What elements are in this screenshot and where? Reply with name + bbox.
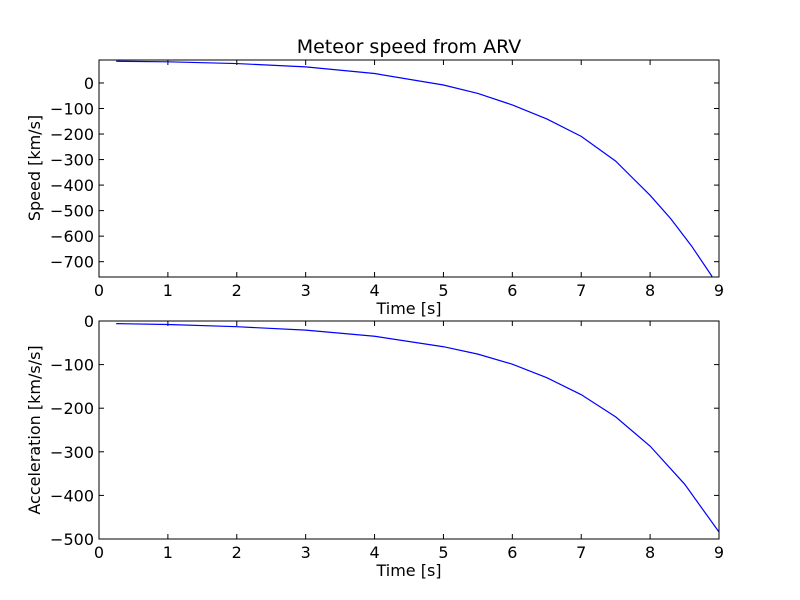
speed-y-tick-label: −400 [50,176,94,195]
speed-y-tick-label: −300 [50,151,94,170]
acceleration-y-tick-label: −100 [50,356,94,375]
speed-y-axis-label: Speed [km/s] [25,115,44,221]
speed-y-tick-label: −100 [50,100,94,119]
acceleration-y-axis-label: Acceleration [km/s/s] [25,345,44,514]
speed-x-tick-label: 3 [301,281,311,300]
acceleration-y-tick-label: 0 [84,312,94,331]
acceleration-ticks: 0 1 2 3 4 5 6 7 8 9 0 −100 −200 −300 −400 −500 [50,312,724,562]
acceleration-y-tick-label: −300 [50,443,94,462]
speed-x-tick-label: 7 [576,281,586,300]
acceleration-series-line [116,323,720,533]
speed-x-axis-label: Time [s] [375,299,441,318]
acceleration-x-tick-label: 5 [438,543,448,562]
speed-y-tick-label: −500 [50,202,94,221]
speed-ticks: 0 1 2 3 4 5 6 7 8 9 0 −100 −200 −300 −400 −500 −600 −700 [50,60,724,300]
acceleration-x-tick-label: 1 [163,543,173,562]
speed-y-tick-label: −200 [50,125,94,144]
acceleration-x-axis-label: Time [s] [375,561,441,580]
acceleration-x-tick-label: 8 [645,543,655,562]
speed-y-tick-label: 0 [84,74,94,93]
speed-axes-frame [98,59,720,278]
acceleration-y-tick-label: −400 [50,486,94,505]
speed-x-tick-label: 9 [714,281,724,300]
speed-x-tick-label: 5 [438,281,448,300]
acceleration-plot: 0 1 2 3 4 5 6 7 8 9 0 −100 −200 −300 −400 −500 Time [s]… [25,312,724,580]
acceleration-x-tick-label: 7 [576,543,586,562]
speed-x-tick-label: 6 [507,281,517,300]
acceleration-x-tick-label: 4 [369,543,379,562]
speed-x-tick-label: 8 [645,281,655,300]
speed-y-tick-label: −600 [50,227,94,246]
speed-x-tick-label: 1 [163,281,173,300]
acceleration-x-tick-label: 2 [232,543,242,562]
acceleration-x-tick-label: 3 [301,543,311,562]
speed-x-tick-label: 4 [369,281,379,300]
acceleration-x-tick-label: 0 [94,543,104,562]
speed-y-tick-label: −700 [50,253,94,272]
speed-x-tick-label: 2 [232,281,242,300]
acceleration-x-tick-label: 6 [507,543,517,562]
speed-plot: Meteor speed from ARV 0 1 2 3 4 5 6 7 8 9 0 −100 −20… [25,36,724,318]
acceleration-x-tick-label: 9 [714,543,724,562]
chart-title: Meteor speed from ARV [297,36,522,58]
speed-series-line [116,60,713,277]
acceleration-y-tick-label: −500 [50,530,94,549]
acceleration-axes-frame [98,320,720,540]
speed-x-tick-label: 0 [94,281,104,300]
acceleration-y-tick-label: −200 [50,399,94,418]
